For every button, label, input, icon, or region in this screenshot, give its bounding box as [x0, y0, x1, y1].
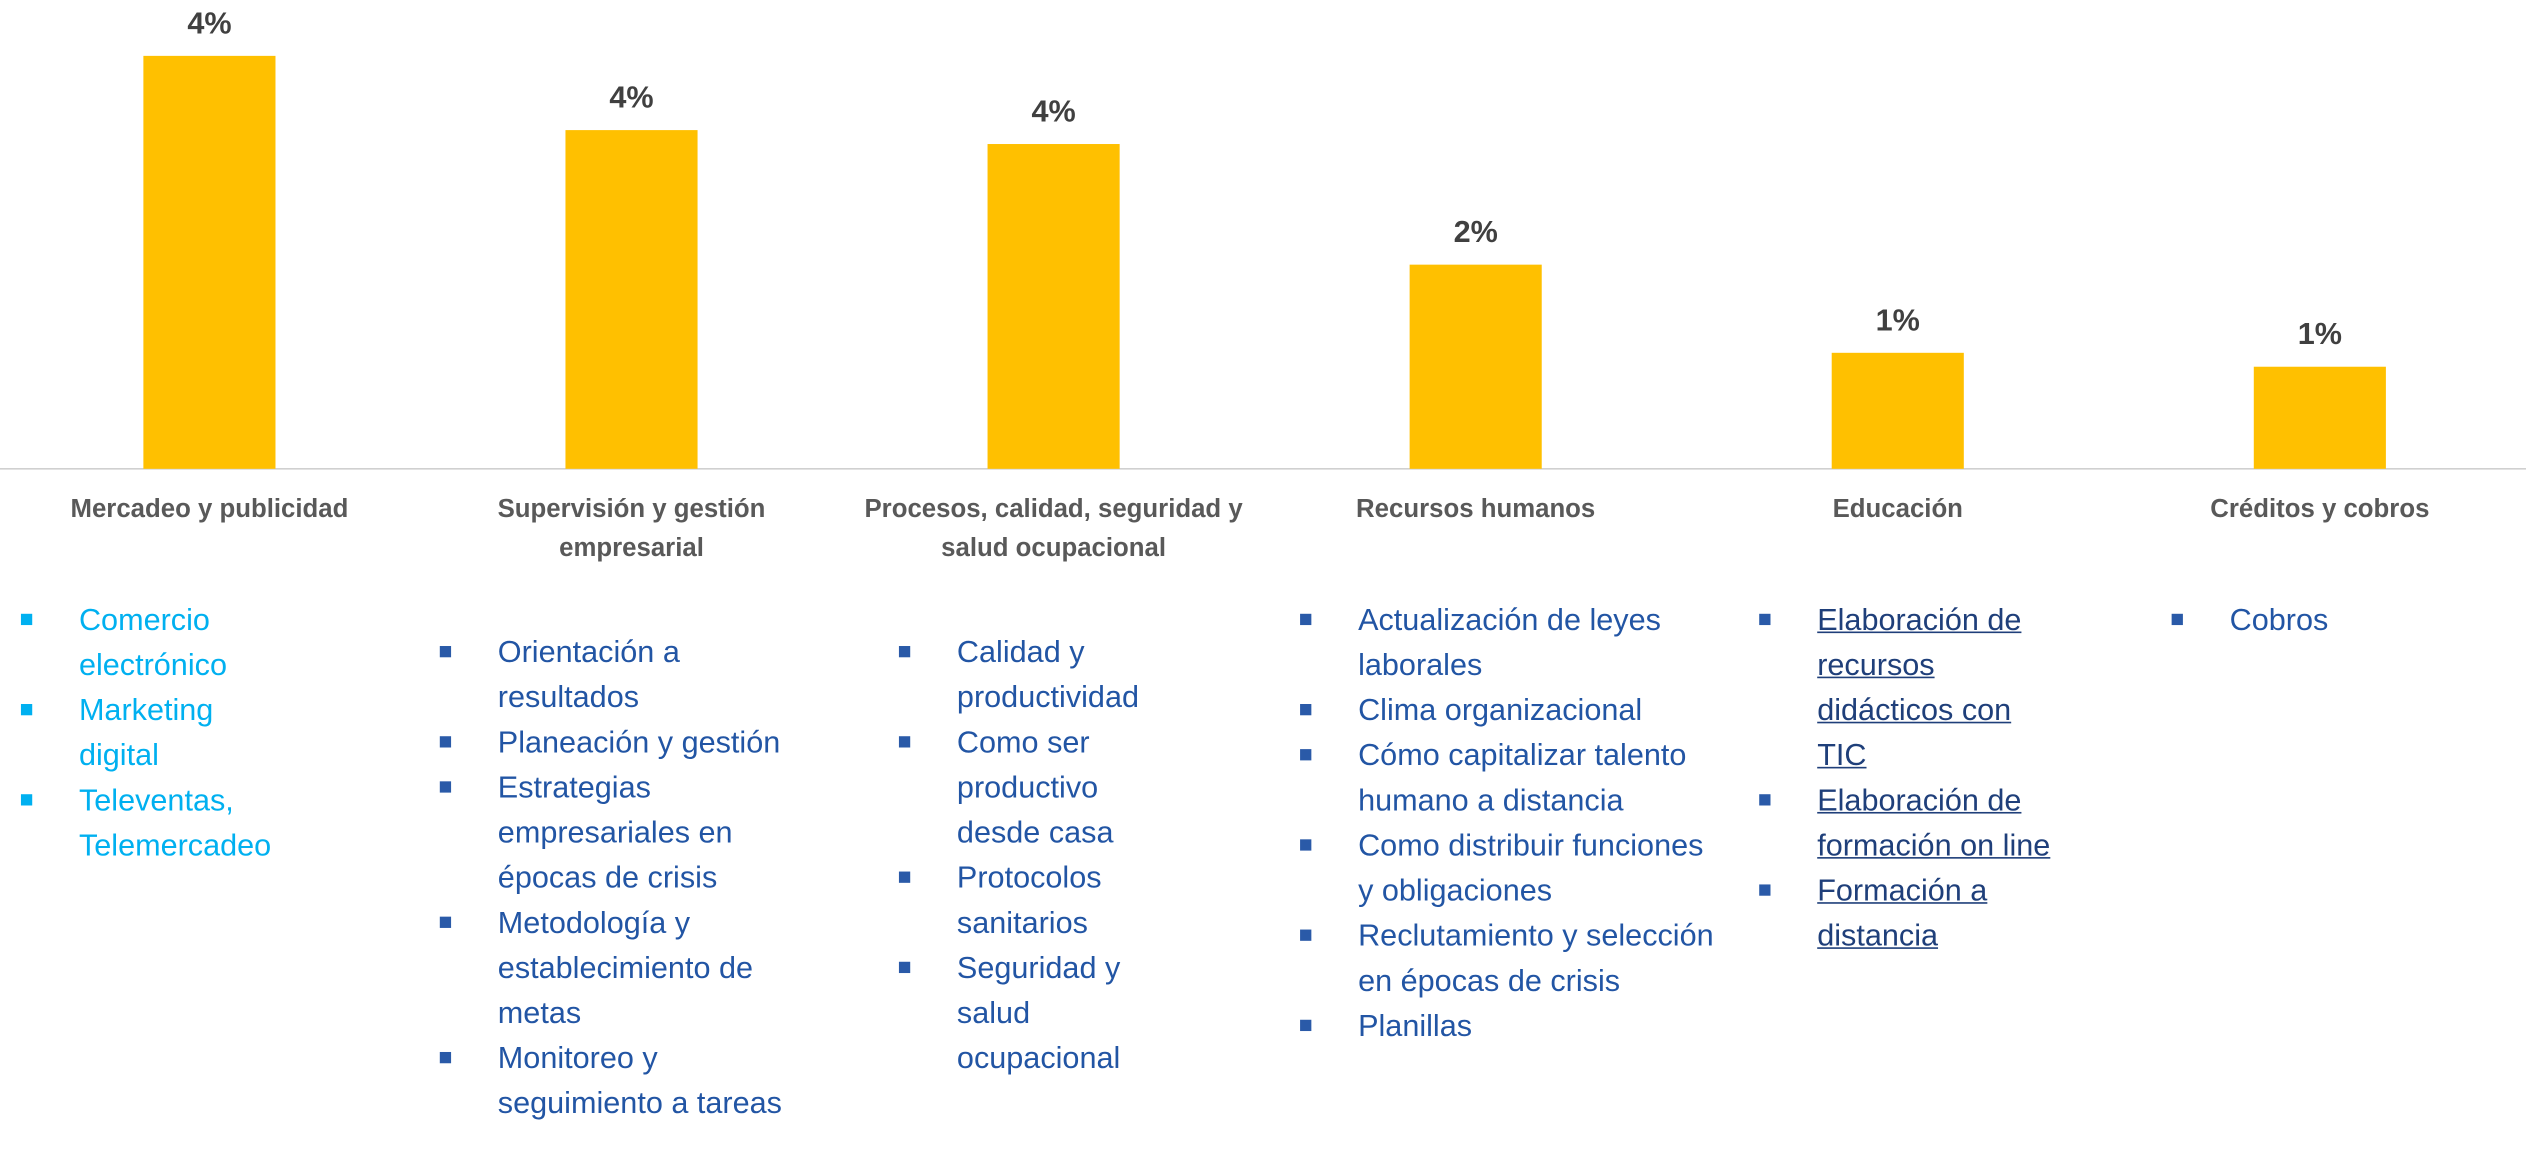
- topic-text: Metodología y establecimiento de metas: [497, 906, 754, 1032]
- topic-text: Monitoreo y seguimiento a tareas: [497, 1042, 782, 1122]
- topic-item: Metodología y establecimiento de metas: [438, 902, 809, 1037]
- bar: [1409, 264, 1542, 469]
- topic-text: Cobros: [2229, 604, 2329, 638]
- topic-list: Elaboración de recursos didácticos con T…: [1758, 599, 2056, 960]
- category-label: Procesos, calidad, seguridad y salud ocu…: [864, 496, 1243, 563]
- topic-text: Reclutamiento y selección en épocas de c…: [1358, 919, 1714, 999]
- category-label: Créditos y cobros: [2210, 496, 2430, 524]
- category-label: Mercadeo y publicidad: [70, 496, 349, 524]
- topic-text: Actualización de leyes laborales: [1358, 604, 1661, 684]
- topic-text: Seguridad y salud ocupacional: [956, 952, 1121, 1077]
- topic-text: Como distribuir funciones y obligaciones: [1358, 829, 1704, 909]
- topic-item: Estrategias empresariales en épocas de c…: [438, 767, 809, 902]
- topic-item: Planeación y gestión: [438, 722, 809, 767]
- data-label: 4%: [1031, 94, 1075, 128]
- topic-item: Protocolos sanitarios: [897, 857, 1179, 947]
- topic-text: Clima organizacional: [1358, 694, 1643, 729]
- topic-item: Como ser productivo desde casa: [897, 722, 1179, 857]
- topic-text: Comercio electrónico: [78, 604, 227, 684]
- topic-text: Planillas: [1358, 1010, 1473, 1044]
- topic-item: Monitoreo y seguimiento a tareas: [438, 1037, 809, 1127]
- topic-item: Como distribuir funciones y obligaciones: [1298, 825, 1717, 915]
- topic-item: Actualización de leyes laborales: [1298, 599, 1717, 689]
- topic-item[interactable]: Elaboración de recursos didácticos con T…: [1758, 599, 2056, 779]
- topic-item: Reclutamiento y selección en épocas de c…: [1298, 915, 1717, 1005]
- topic-item: Planillas: [1298, 1005, 1717, 1050]
- topic-item: Comercio electrónico: [19, 599, 277, 689]
- data-label: 4%: [187, 6, 231, 40]
- topic-text[interactable]: Elaboración de formación on line: [1817, 784, 2051, 864]
- topic-text[interactable]: Elaboración de recursos didácticos con T…: [1817, 604, 2022, 774]
- topic-text: Calidad y productividad: [956, 636, 1140, 716]
- topic-list: Calidad y productividad Como ser producti…: [897, 632, 1179, 1083]
- topic-text: Orientación a resultados: [497, 636, 680, 716]
- topic-text: Televentas, Telemercadeo: [78, 784, 272, 864]
- topic-item: Orientación a resultados: [438, 632, 809, 722]
- topic-text: Estrategias empresariales en épocas de c…: [497, 771, 733, 896]
- data-label: 1%: [1876, 303, 1920, 337]
- topic-text: Cómo capitalizar talento humano a distan…: [1358, 739, 1687, 819]
- category-label: Supervisión y gestión empresarial: [497, 496, 766, 563]
- topic-text: Protocolos sanitarios: [956, 861, 1102, 941]
- bar: [2253, 366, 2386, 469]
- topic-list: Cobros: [2170, 599, 2363, 644]
- data-label: 2%: [1454, 215, 1498, 249]
- topic-list: Actualización de leyes laborales Clima or…: [1298, 599, 1717, 1050]
- topic-text[interactable]: Formación a distancia: [1817, 874, 1988, 954]
- data-label: 4%: [609, 81, 653, 115]
- topic-item: Cómo capitalizar talento humano a distan…: [1298, 735, 1717, 825]
- category-label: Recursos humanos: [1356, 496, 1596, 524]
- topic-text: Planeación y gestión: [497, 726, 781, 761]
- topic-text: Marketing digital: [78, 694, 214, 774]
- topic-item: Televentas, Telemercadeo: [19, 780, 277, 870]
- bar: [987, 144, 1120, 469]
- bar: [143, 55, 276, 469]
- topic-item: Seguridad y salud ocupacional: [897, 947, 1179, 1082]
- bar: [1831, 352, 1964, 469]
- topic-item: Marketing digital: [19, 690, 277, 780]
- bar: [565, 130, 698, 469]
- category-label: Educación: [1832, 496, 1963, 524]
- topic-list: Comercio electrónico Marketing digital Tel…: [19, 599, 277, 870]
- topic-item: Clima organizacional: [1298, 690, 1717, 735]
- topic-item[interactable]: Elaboración de formación on line: [1758, 780, 2056, 870]
- topic-item: Calidad y productividad: [897, 632, 1179, 722]
- data-label: 1%: [2298, 317, 2342, 351]
- topic-list: Orientación a resultados Planeación y ges…: [438, 632, 809, 1128]
- topic-item: Cobros: [2170, 599, 2363, 644]
- topic-item[interactable]: Formación a distancia: [1758, 870, 2056, 960]
- topic-text: Como ser productivo desde casa: [956, 726, 1114, 851]
